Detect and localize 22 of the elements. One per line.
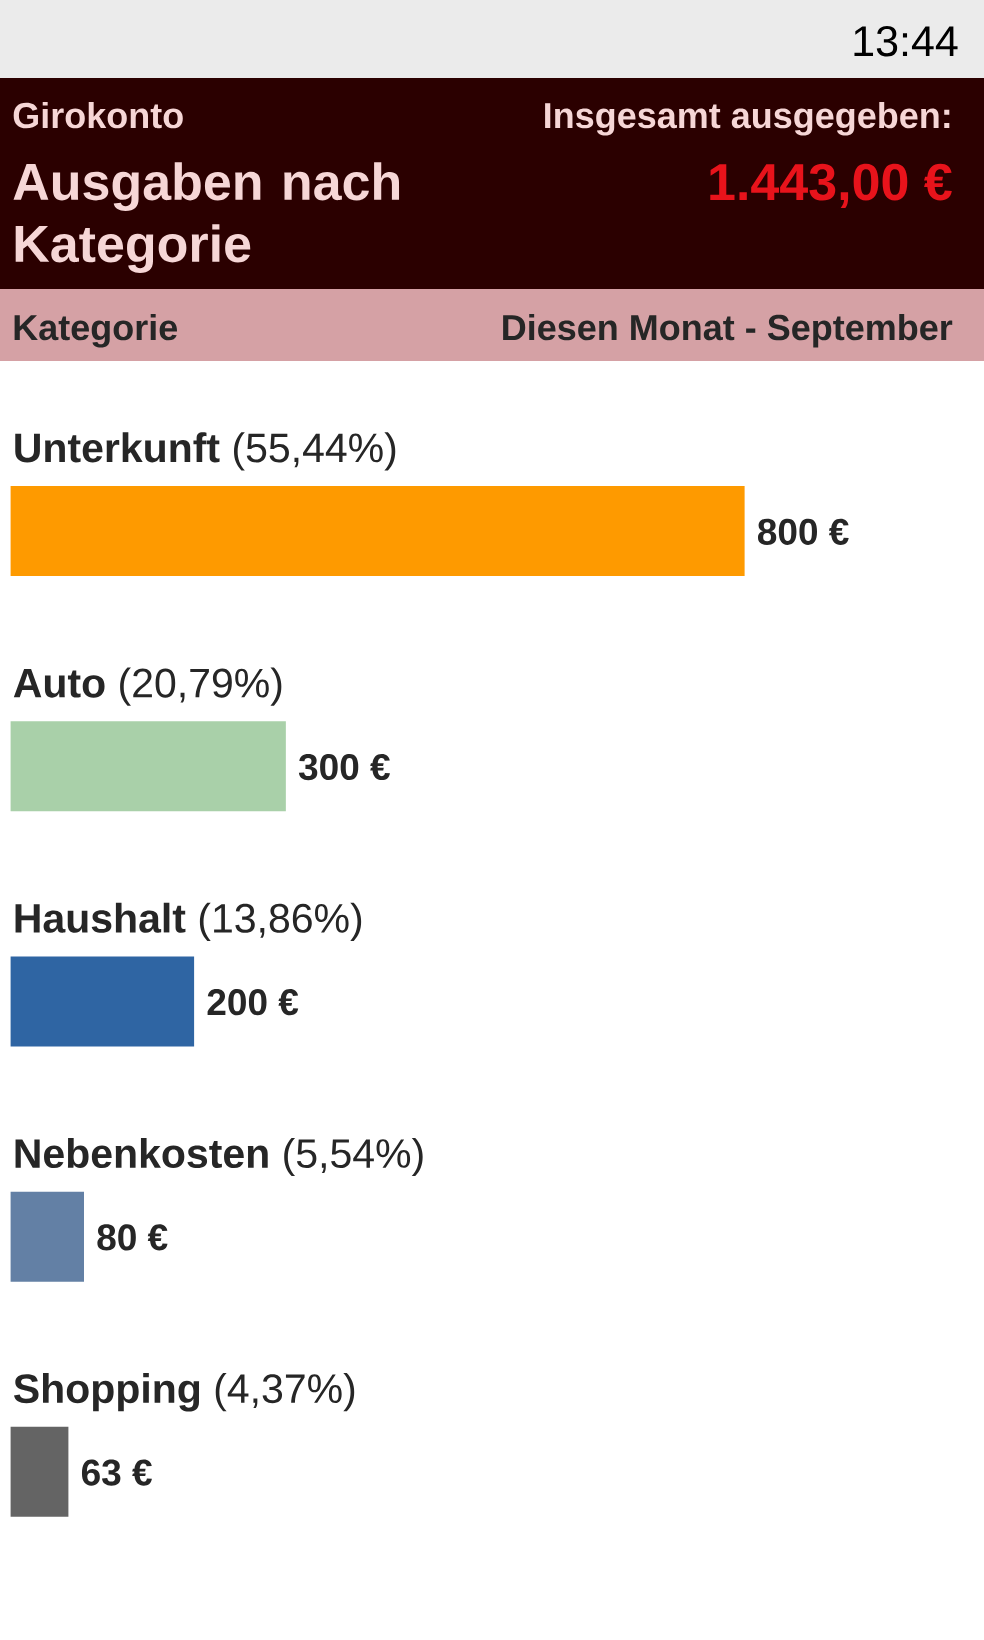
annotation: Diesen Monat - September bbox=[503, 313, 953, 348]
data-label: 63 € bbox=[81, 1459, 152, 1486]
chart-subtitle: Girokonto bbox=[13, 101, 183, 129]
text: 1.443,00 € bbox=[710, 163, 952, 209]
y-tick-label: Shopping (4,37%) bbox=[13, 1373, 355, 1412]
y-tick-label: Nebenkosten (5,54%) bbox=[15, 1137, 423, 1177]
text: 13:44 bbox=[854, 25, 958, 57]
bar bbox=[10, 721, 286, 812]
data-label: 800 € bbox=[757, 518, 849, 545]
y-axis-title: Kategorie bbox=[14, 313, 178, 348]
text: Insgesamt ausgegeben: bbox=[545, 101, 950, 136]
data-label: 200 € bbox=[207, 989, 299, 1016]
bar bbox=[10, 486, 745, 577]
bar bbox=[10, 1191, 84, 1282]
y-tick-label: Unterkunft (55,44%) bbox=[15, 432, 396, 471]
y-tick-label: Auto (20,79%) bbox=[13, 667, 282, 706]
data-label: 300 € bbox=[298, 753, 390, 781]
bar bbox=[10, 956, 195, 1047]
y-tick-label: Haushalt (13,86%) bbox=[15, 902, 362, 941]
data-label: 80 € bbox=[97, 1224, 168, 1251]
chart-title: Ausgaben nach Kategorie bbox=[13, 162, 400, 273]
bar bbox=[10, 1426, 69, 1517]
